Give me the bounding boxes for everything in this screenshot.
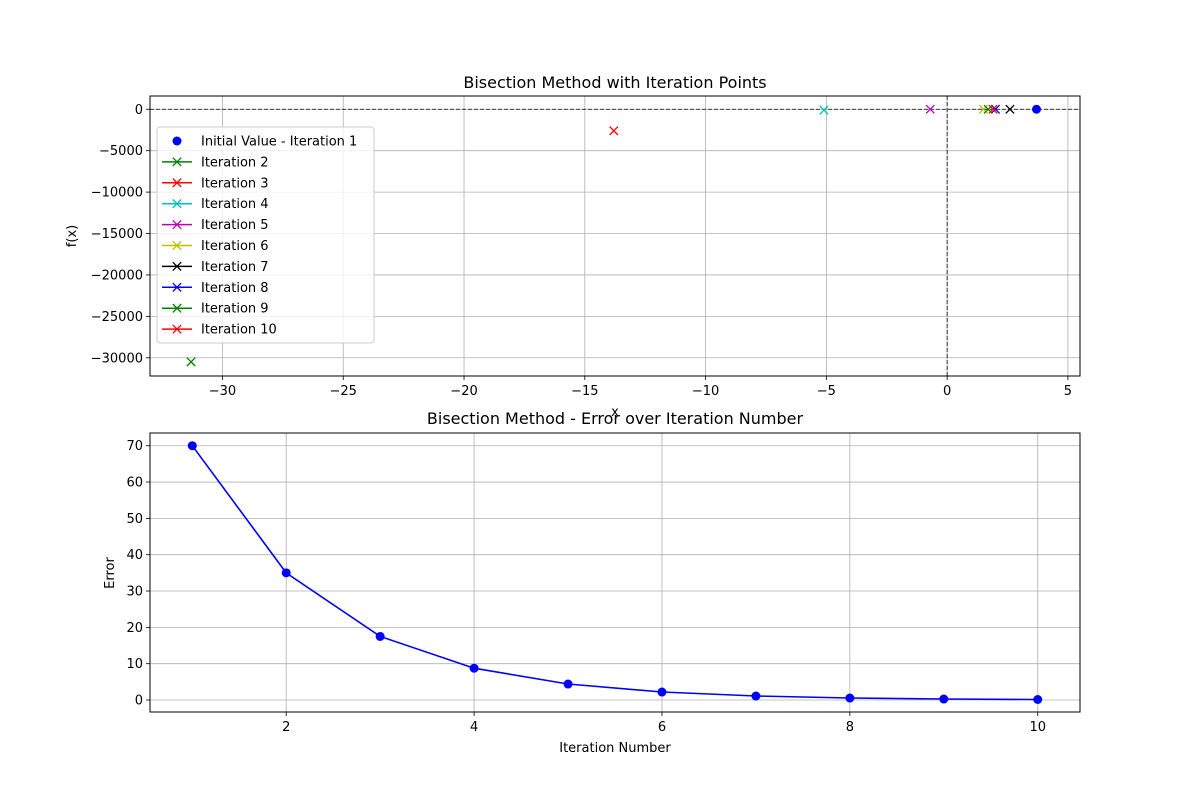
iteration-point-2: [186, 357, 196, 367]
x-tick-label: 6: [658, 720, 666, 735]
x-axis-ticks: −30 −25 −20 −15 −10 −5 0 5: [209, 376, 1072, 399]
zero-reference-lines: [150, 96, 1080, 376]
y-tick-label: 10: [126, 657, 143, 672]
y-tick-label: 40: [126, 548, 143, 563]
legend-item: Iteration 3: [162, 176, 269, 191]
y-tick-label: −25000: [91, 310, 143, 325]
chart-title: Bisection Method with Iteration Points: [463, 73, 766, 92]
legend-marker: [172, 282, 182, 292]
y-tick-label: 70: [126, 439, 143, 454]
error-point: [845, 693, 855, 703]
y-tick-label: 30: [126, 585, 143, 600]
error-chart: 2 4 6 8 10 0 10 20 30 40 50 60 70 Bisection Method …: [103, 409, 1081, 756]
x-tick-label: 10: [1029, 720, 1046, 735]
legend-marker: [172, 178, 182, 188]
legend-marker: [172, 199, 182, 209]
x-tick-label: 4: [470, 720, 478, 735]
x-tick-label: 8: [846, 720, 854, 735]
y-tick-label: −30000: [91, 351, 143, 366]
legend-marker: [172, 324, 182, 334]
iteration-point-5: [925, 104, 935, 114]
legend-marker: [172, 219, 182, 230]
legend: Initial Value - Iteration 1 Iteration 2 It…: [156, 126, 375, 344]
y-axis-label: f(x): [65, 225, 80, 247]
plot-frame: [149, 95, 1081, 377]
x-tick-label: 5: [1064, 384, 1072, 399]
x-tick-label: −15: [571, 384, 598, 399]
error-point: [187, 441, 197, 451]
legend-frame: [156, 126, 375, 344]
y-tick-label: 60: [126, 476, 143, 491]
legend-marker: [172, 303, 182, 313]
y-axis-ticks: 0 10 20 30 40 50 60 70: [126, 439, 150, 709]
legend-item: Iteration 2: [162, 155, 269, 170]
error-point: [751, 691, 761, 701]
error-point: [469, 663, 479, 673]
legend-marker: [172, 136, 182, 146]
iteration-point-3: [609, 126, 619, 136]
iteration-point-7: [1005, 104, 1015, 114]
legend-item: Iteration 10: [162, 323, 277, 338]
y-tick-label: 0: [135, 694, 143, 709]
y-tick-label: −5000: [99, 144, 143, 159]
y-tick-label: 50: [126, 512, 143, 527]
error-point: [375, 631, 385, 641]
iteration-points-chart: −30 −25 −20 −15 −10 −5 0 5 0 −5000 −10000 −15000 −2…: [65, 73, 1081, 420]
plot-area: [150, 433, 1080, 712]
legend-label: Iteration 5: [201, 218, 269, 233]
y-axis-ticks: 0 −5000 −10000 −15000 −20000 −25000 −30000: [91, 103, 150, 366]
legend-item: Iteration 8: [162, 281, 269, 296]
error-series: [187, 441, 1043, 705]
legend-label: Iteration 9: [201, 302, 269, 317]
legend-item: Iteration 7: [162, 260, 269, 275]
legend-label: Iteration 7: [201, 260, 269, 275]
error-point: [939, 694, 949, 704]
legend-marker: [172, 157, 182, 167]
x-tick-label: −25: [330, 384, 357, 399]
legend-label: Iteration 2: [201, 155, 269, 170]
legend-item: Iteration 5: [162, 218, 269, 233]
chart-title: Bisection Method - Error over Iteration …: [427, 409, 804, 428]
legend-item: Iteration 4: [162, 197, 269, 212]
error-line: [191, 445, 1038, 701]
y-tick-label: 20: [126, 621, 143, 636]
iteration-point-1: [1032, 104, 1042, 114]
legend-marker: [172, 261, 182, 272]
y-axis-label: Error: [103, 557, 118, 589]
x-tick-label: −10: [692, 384, 719, 399]
x-axis-ticks: 2 4 6 8 10: [282, 712, 1046, 735]
legend-label: Iteration 8: [201, 281, 269, 296]
legend-label: Iteration 6: [201, 239, 269, 254]
iteration-point-8: [990, 104, 1001, 114]
x-axis-label: x: [611, 405, 619, 420]
error-point: [563, 679, 573, 689]
x-tick-label: 0: [943, 384, 951, 399]
iteration-point-4: [819, 105, 829, 115]
x-tick-label: 2: [282, 720, 290, 735]
legend-item: Iteration 6: [162, 239, 269, 254]
legend-marker: [172, 240, 182, 251]
legend-label: Initial Value - Iteration 1: [201, 135, 357, 150]
legend-item: Initial Value - Iteration 1: [172, 135, 357, 150]
plot-frame: [149, 432, 1081, 713]
x-tick-label: −20: [450, 384, 477, 399]
iteration-point-10: [988, 104, 998, 114]
error-point: [281, 568, 291, 578]
x-axis-label: Iteration Number: [559, 741, 671, 756]
x-tick-label: −30: [209, 384, 236, 399]
legend-item: Iteration 9: [162, 302, 269, 317]
error-point: [657, 687, 667, 697]
legend-label: Iteration 10: [201, 323, 277, 338]
y-tick-label: −10000: [91, 186, 143, 201]
y-tick-label: −20000: [91, 268, 143, 283]
error-point: [1033, 695, 1043, 705]
legend-label: Iteration 4: [201, 197, 269, 212]
x-tick-label: −5: [817, 384, 836, 399]
legend-label: Iteration 3: [201, 176, 269, 191]
iteration-points: [186, 104, 1042, 367]
y-tick-label: 0: [135, 103, 143, 118]
y-tick-label: −15000: [91, 227, 143, 242]
